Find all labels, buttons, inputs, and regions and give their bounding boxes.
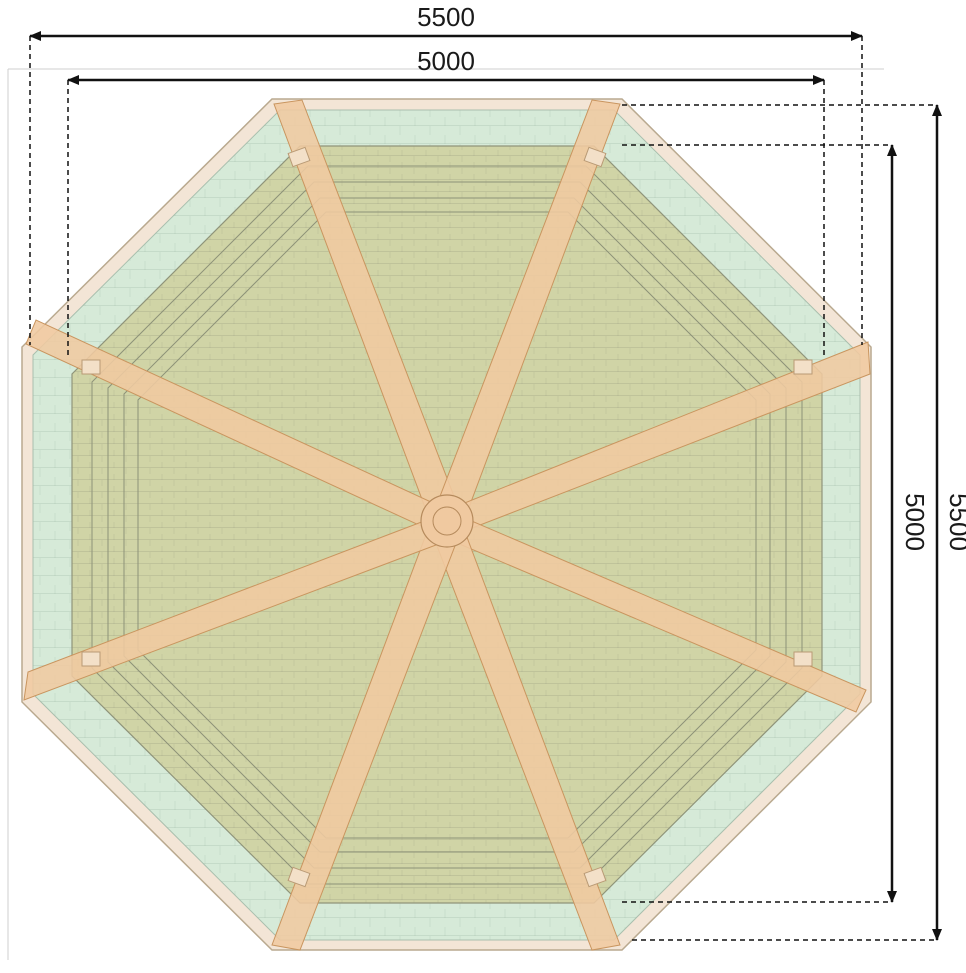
- corner-blocks: [81, 146, 813, 888]
- central-hub: [420, 494, 474, 548]
- dimension-overall-width: 5500: [29, 2, 863, 345]
- dimension-inner-width: 5000: [67, 46, 825, 356]
- frame-line: [7, 68, 884, 960]
- dimension-inner-height: 5000: [622, 144, 930, 903]
- overall-width-label: 5500: [417, 2, 475, 32]
- inner-width-label: 5000: [417, 46, 475, 76]
- overall-height-label: 5500: [944, 493, 966, 551]
- dimension-overall-height: 5500: [622, 104, 966, 941]
- inner-height-label: 5000: [900, 493, 930, 551]
